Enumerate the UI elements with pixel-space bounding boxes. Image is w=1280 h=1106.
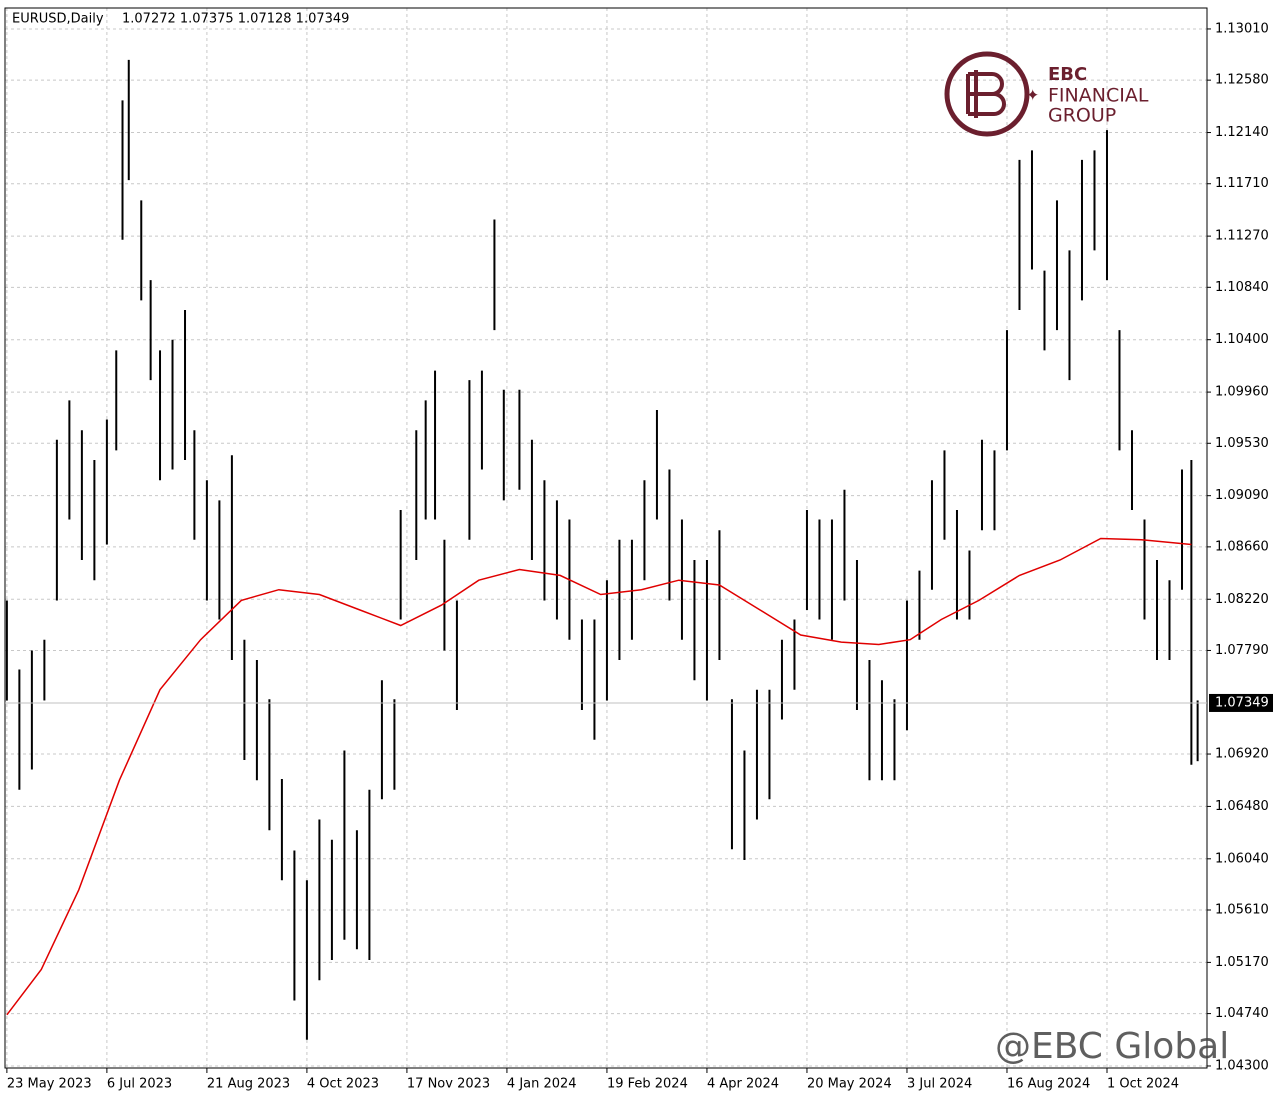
- logo-text: GROUP: [1048, 105, 1116, 127]
- x-tick-label: 1 Oct 2024: [1107, 1077, 1179, 1092]
- y-tick-label: 1.11710: [1215, 176, 1269, 191]
- x-tick-label: 4 Apr 2024: [707, 1077, 779, 1092]
- last-price-label: 1.07349: [1215, 695, 1269, 710]
- logo-mark: [966, 70, 1006, 118]
- y-tick-label: 1.06040: [1215, 851, 1269, 866]
- y-tick-label: 1.08220: [1215, 592, 1269, 607]
- x-tick-label: 3 Jul 2024: [907, 1077, 972, 1092]
- last-price-box: [1209, 693, 1273, 712]
- y-tick-label: 1.08660: [1215, 539, 1269, 554]
- y-tick-label: 1.10840: [1215, 280, 1269, 295]
- logo-star: ✦: [1026, 86, 1039, 105]
- chart-subtitle: 1.07272 1.07375 1.07128 1.07349: [122, 12, 349, 27]
- logo-text: FINANCIAL: [1048, 85, 1149, 107]
- y-tick-label: 1.05610: [1215, 903, 1269, 918]
- x-tick-label: 6 Jul 2023: [107, 1077, 172, 1092]
- watermark: @EBC Global: [995, 1026, 1229, 1067]
- x-tick-label: 4 Oct 2023: [307, 1077, 379, 1092]
- y-tick-label: 1.13010: [1215, 21, 1269, 36]
- y-tick-label: 1.04300: [1215, 1058, 1269, 1073]
- y-tick-label: 1.11270: [1215, 229, 1269, 244]
- x-tick-label: 23 May 2023: [7, 1077, 92, 1092]
- y-tick-label: 1.06480: [1215, 799, 1269, 814]
- y-tick-label: 1.12140: [1215, 125, 1269, 140]
- y-tick-label: 1.04740: [1215, 1006, 1269, 1021]
- logo-ring: [944, 51, 1030, 137]
- x-tick-label: 21 Aug 2023: [207, 1077, 290, 1092]
- x-tick-label: 19 Feb 2024: [607, 1077, 688, 1092]
- y-tick-label: 1.07790: [1215, 643, 1269, 658]
- x-tick-label: 4 Jan 2024: [507, 1077, 577, 1092]
- x-tick-label: 16 Aug 2024: [1007, 1077, 1090, 1092]
- chart-title: EURUSD,Daily: [12, 12, 104, 27]
- y-tick-label: 1.09090: [1215, 488, 1269, 503]
- logo: ✦ EBC FINANCIAL GROUP: [944, 51, 1149, 137]
- y-tick-label: 1.09530: [1215, 436, 1269, 451]
- logo-text: EBC: [1048, 64, 1087, 85]
- y-tick-label: 1.10400: [1215, 332, 1269, 347]
- x-tick-label: 20 May 2024: [807, 1077, 892, 1092]
- y-tick-label: 1.12580: [1215, 73, 1269, 88]
- moving-average: [6, 537, 1192, 1016]
- y-tick-label: 1.06920: [1215, 747, 1269, 762]
- y-tick-label: 1.09960: [1215, 385, 1269, 400]
- y-tick-label: 1.05170: [1215, 955, 1269, 970]
- plot-frame: [4, 7, 1208, 1069]
- x-tick-label: 17 Nov 2023: [407, 1077, 490, 1092]
